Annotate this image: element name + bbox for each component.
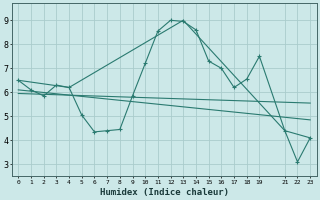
X-axis label: Humidex (Indice chaleur): Humidex (Indice chaleur) xyxy=(100,188,229,197)
